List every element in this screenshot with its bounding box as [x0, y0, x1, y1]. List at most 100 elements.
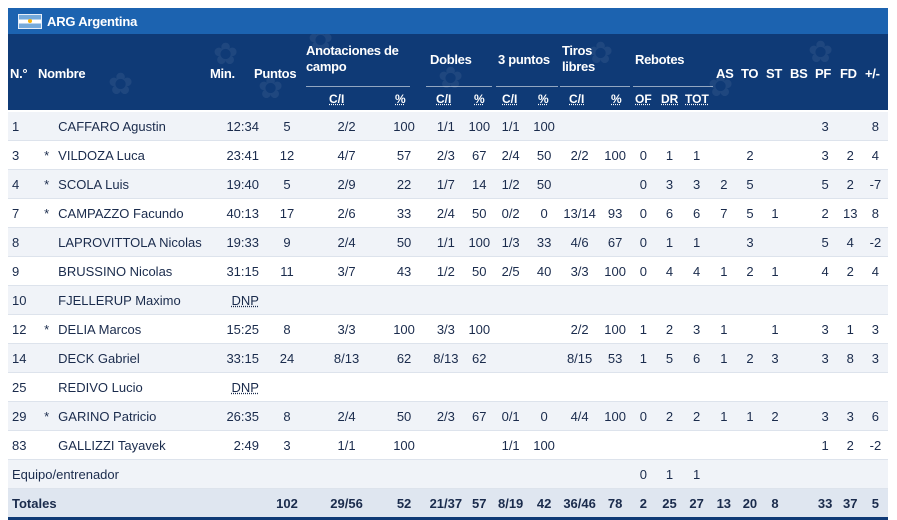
table-row[interactable]: 10 FJELLERUP Maximo DNP — [8, 285, 888, 315]
cell-blank — [762, 459, 788, 489]
cell-tot: 1 — [683, 227, 711, 257]
header-pm[interactable]: +/- — [865, 66, 880, 81]
cell-min: 23:41 — [214, 140, 263, 170]
cell-threep: 100 — [528, 430, 560, 460]
cell-min: 19:40 — [214, 169, 263, 199]
header-min[interactable]: Min. — [210, 66, 235, 81]
total-three: 8/19 — [492, 488, 529, 520]
header-tot[interactable]: TOT — [685, 92, 709, 106]
header-two-ci[interactable]: C/I — [436, 92, 452, 106]
player-name[interactable]: LAPROVITTOLA Nicolas — [58, 227, 215, 257]
header-dr[interactable]: DR — [661, 92, 679, 106]
table-row[interactable]: 9 BRUSSINO Nicolas 31:15 11 3/7 43 1/2 50 2/5 40 3… — [8, 256, 888, 286]
cell-fgp: 50 — [382, 227, 426, 257]
table-row[interactable]: 25 REDIVO Lucio DNP — [8, 372, 888, 402]
cell-pf: 4 — [812, 256, 838, 286]
cell-star: * — [35, 314, 59, 344]
cell-pm: -7 — [862, 169, 888, 199]
header-fd[interactable]: FD — [840, 66, 857, 81]
table-row[interactable]: 3 * VILDOZA Luca 23:41 12 4/7 57 2/3 67 2/4 50 2/2 1… — [8, 140, 888, 170]
cell-twop — [465, 430, 493, 460]
player-name[interactable]: GARINO Patricio — [58, 401, 215, 431]
cell-st: 2 — [762, 401, 788, 431]
cell-fd: 2 — [837, 256, 863, 286]
total-ftp: 78 — [599, 488, 631, 520]
player-name[interactable]: SCOLA Luis — [58, 169, 215, 199]
player-name[interactable]: REDIVO Lucio — [58, 372, 215, 402]
header-pf[interactable]: PF — [815, 66, 832, 81]
header-as[interactable]: AS — [716, 66, 734, 81]
header-three-pct[interactable]: % — [538, 92, 549, 106]
header-num[interactable]: N.° — [10, 66, 28, 81]
header-fg-pct[interactable]: % — [395, 92, 406, 106]
player-name[interactable]: GALLIZZI Tayavek — [58, 430, 215, 460]
header-two-group: Dobles — [430, 52, 472, 67]
player-name[interactable]: CAMPAZZO Facundo — [58, 198, 215, 228]
cell-threep: 50 — [528, 169, 560, 199]
cell-two: 1/7 — [426, 169, 466, 199]
player-name[interactable]: VILDOZA Luca — [58, 140, 215, 170]
cell-ftp: 93 — [599, 198, 631, 228]
cell-to — [737, 285, 763, 315]
header-bs[interactable]: BS — [790, 66, 808, 81]
cell-three: 0/1 — [492, 401, 529, 431]
player-name[interactable]: DECK Gabriel — [58, 343, 215, 373]
header-to[interactable]: TO — [741, 66, 759, 81]
player-name[interactable]: CAFFARO Agustin — [58, 112, 215, 141]
cell-of: 1 — [630, 314, 656, 344]
cell-ftp — [599, 372, 631, 402]
table-row[interactable]: 1 CAFFARO Agustin 12:34 5 2/2 100 1/1 100 1/1 100… — [8, 112, 888, 141]
cell-twop: 50 — [465, 256, 493, 286]
cell-to — [737, 430, 763, 460]
cell-pts — [262, 372, 312, 402]
cell-as: 7 — [710, 198, 738, 228]
header-three-ci[interactable]: C/I — [502, 92, 518, 106]
cell-min: DNP — [214, 372, 263, 402]
player-name[interactable]: DELIA Marcos — [58, 314, 215, 344]
cell-three: 1/1 — [492, 430, 529, 460]
cell-num: 12 — [8, 314, 36, 344]
cell-dr — [655, 285, 684, 315]
cell-pts: 9 — [262, 227, 312, 257]
cell-threep: 0 — [528, 198, 560, 228]
totals-label: Totales — [8, 488, 263, 520]
cell-pts: 24 — [262, 343, 312, 373]
player-name[interactable]: BRUSSINO Nicolas — [58, 256, 215, 286]
header-ft-ci[interactable]: C/I — [569, 92, 585, 106]
cell-pf: 1 — [812, 430, 838, 460]
cell-tot: 1 — [683, 459, 711, 489]
cell-ftp — [599, 112, 631, 141]
table-row[interactable]: 7 * CAMPAZZO Facundo 40:13 17 2/6 33 2/4 50 0/2 0 1… — [8, 198, 888, 228]
cell-bs — [787, 256, 813, 286]
header-two-pct[interactable]: % — [474, 92, 485, 106]
cell-ft — [559, 169, 600, 199]
table-row[interactable]: 83 GALLIZZI Tayavek 2:49 3 1/1 100 1/1 100 1 2 -2 — [8, 430, 888, 460]
cell-num: 25 — [8, 372, 36, 402]
table-row[interactable]: 29 * GARINO Patricio 26:35 8 2/4 50 2/3 67 0/1 0 4/… — [8, 401, 888, 431]
cell-ft — [559, 372, 600, 402]
cell-to — [737, 372, 763, 402]
header-ft-pct[interactable]: % — [611, 92, 622, 106]
cell-ftp: 100 — [599, 314, 631, 344]
table-row[interactable]: 14 DECK Gabriel 33:15 24 8/13 62 8/13 62 8/15 53 1… — [8, 343, 888, 373]
cell-fg: 3/3 — [311, 314, 383, 344]
cell-pf: 3 — [812, 140, 838, 170]
cell-twop: 50 — [465, 198, 493, 228]
table-row[interactable]: 12 * DELIA Marcos 15:25 8 3/3 100 3/3 100 2/2 100 1… — [8, 314, 888, 344]
cell-st: 3 — [762, 343, 788, 373]
header-ft-group: Tiros libres — [562, 43, 595, 74]
header-st[interactable]: ST — [766, 66, 783, 81]
header-of[interactable]: OF — [635, 92, 652, 106]
header-name[interactable]: Nombre — [38, 66, 86, 81]
team-title[interactable]: ARG Argentina — [47, 14, 137, 29]
table-row[interactable]: 8 LAPROVITTOLA Nicolas 19:33 9 2/4 50 1/1 100 1/… — [8, 227, 888, 257]
player-name[interactable]: FJELLERUP Maximo — [58, 285, 215, 315]
cell-tot — [683, 430, 711, 460]
header-pts[interactable]: Puntos — [254, 66, 297, 81]
cell-threep: 100 — [528, 112, 560, 141]
table-row[interactable]: 4 * SCOLA Luis 19:40 5 2/9 22 1/7 14 1/2 50 0 3 3 2 5 5 2… — [8, 169, 888, 199]
header-fg-ci[interactable]: C/I — [329, 92, 345, 106]
cell-dr — [655, 372, 684, 402]
cell-num: 14 — [8, 343, 36, 373]
cell-as — [710, 227, 738, 257]
